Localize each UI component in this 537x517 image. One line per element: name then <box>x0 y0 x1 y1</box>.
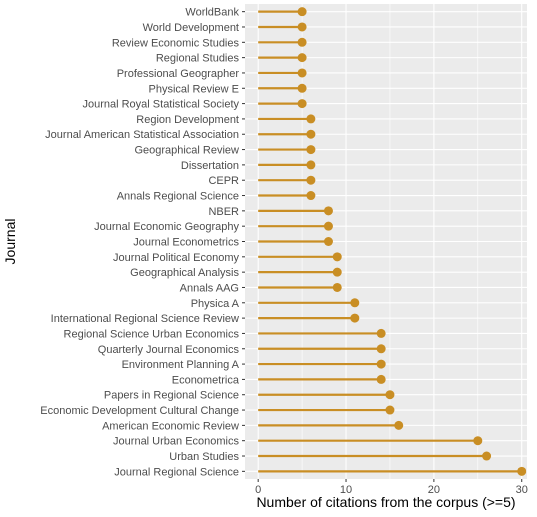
y-tick-label: Journal Econometrics <box>133 237 239 249</box>
lollipop-point <box>323 237 333 246</box>
x-tick-label: 10 <box>340 484 352 496</box>
x-axis-title: Number of citations from the corpus (>=5… <box>256 494 515 510</box>
y-tick-label: Physical Review E <box>149 83 239 95</box>
lollipop-point <box>297 7 307 17</box>
x-tick-label: 20 <box>428 484 440 496</box>
y-tick-label: American Economic Review <box>102 420 239 432</box>
lollipop-point <box>332 282 342 292</box>
y-tick-label: CEPR <box>208 175 239 187</box>
lollipop-point <box>323 206 333 216</box>
x-axis: 0 10 20 30 <box>255 479 528 496</box>
y-tick-label: Geographical Review <box>134 145 239 157</box>
lollipop-point <box>385 390 395 400</box>
lollipop-point <box>332 267 342 277</box>
y-tick-label: Journal Urban Economics <box>113 436 239 448</box>
lollipop-point <box>297 53 307 63</box>
lollipop-point <box>482 451 492 461</box>
y-tick-label: Economic Development Cultural Change <box>40 405 239 417</box>
lollipop-point <box>323 221 333 231</box>
x-tick-label: 30 <box>516 484 528 496</box>
lollipop-point <box>306 114 316 124</box>
lollipop-point <box>350 313 360 323</box>
lollipop-point <box>306 191 316 201</box>
y-tick-label: Journal American Statistical Association <box>45 129 239 141</box>
y-tick-label: Professional Geographer <box>117 68 240 80</box>
y-tick-label: Geographical Analysis <box>130 267 239 279</box>
lollipop-point <box>306 129 316 139</box>
lollipop-point <box>376 328 386 338</box>
lollipop-point <box>297 22 307 32</box>
lollipop-point <box>297 68 307 78</box>
lollipop-point <box>473 436 483 446</box>
lollipop-point <box>306 175 316 185</box>
y-tick-label: Environment Planning A <box>122 359 240 371</box>
lollipop-point <box>376 374 386 384</box>
y-tick-label: Econometrica <box>172 374 240 386</box>
y-tick-label: NBER <box>208 206 239 218</box>
lollipop-point <box>517 466 527 476</box>
lollipop-point <box>350 298 360 308</box>
x-tick-label: 0 <box>255 484 261 496</box>
y-tick-label: Physica A <box>191 298 240 310</box>
lollipop-point <box>297 37 307 47</box>
y-tick-label: Region Development <box>136 114 239 126</box>
y-tick-label: Journal Royal Statistical Society <box>82 99 239 111</box>
y-tick-label: Regional Studies <box>156 53 240 65</box>
y-tick-label: Review Economic Studies <box>112 37 240 49</box>
y-axis: WorldBank World Development Review Economi… <box>40 7 245 478</box>
y-tick-label: Urban Studies <box>169 451 239 463</box>
y-tick-label: Dissertation <box>181 160 239 172</box>
y-tick-label: Journal Regional Science <box>114 466 239 478</box>
y-tick-label: WorldBank <box>185 7 239 19</box>
lollipop-point <box>306 160 316 170</box>
lollipop-point <box>385 405 395 415</box>
lollipop-point <box>306 145 316 155</box>
y-axis-title: Journal <box>2 219 18 265</box>
y-tick-label: Papers in Regional Science <box>104 390 239 402</box>
lollipop-point <box>394 420 404 430</box>
y-tick-label: Quarterly Journal Economics <box>98 344 240 356</box>
lollipop-point <box>376 344 386 354</box>
lollipop-marks <box>258 7 527 476</box>
y-tick-label: Annals Regional Science <box>117 191 239 203</box>
lollipop-point <box>297 99 307 109</box>
y-tick-label: Journal Political Economy <box>113 252 239 264</box>
y-tick-label: World Development <box>143 22 239 34</box>
lollipop-point <box>332 252 342 262</box>
y-tick-label: Annals AAG <box>180 282 239 294</box>
y-tick-label: Regional Science Urban Economics <box>64 328 240 340</box>
y-tick-label: Journal Economic Geography <box>94 221 239 233</box>
lollipop-point <box>376 359 386 369</box>
lollipop-point <box>297 83 307 93</box>
y-tick-label: International Regional Science Review <box>51 313 239 325</box>
